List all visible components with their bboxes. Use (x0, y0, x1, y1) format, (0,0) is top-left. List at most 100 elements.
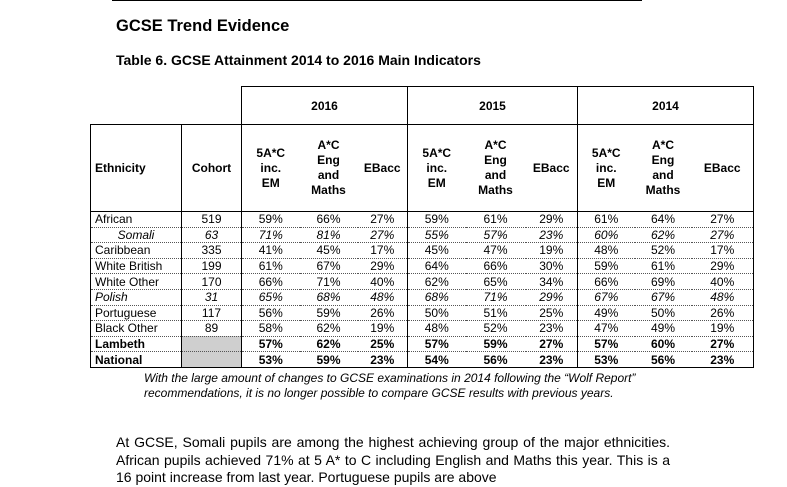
value-cell: 27% (691, 227, 754, 244)
table-caption: Table 6. GCSE Attainment 2014 to 2016 Ma… (116, 52, 481, 68)
value-cell: 58% (241, 320, 300, 337)
value-cell: 26% (691, 305, 754, 322)
value-cell: 23% (357, 351, 408, 368)
value-cell: 67% (299, 258, 358, 275)
table-row: Somali 63 71% 81% 27% 55% 57% 23% 60% 62% 27% (90, 227, 754, 244)
ethnicity-cell: Portuguese (90, 305, 182, 322)
ethnicity-cell: Black Other (90, 320, 182, 337)
table-row: African 519 59% 66% 27% 59% 61% 29% 61% 64% 27% (90, 211, 754, 228)
column-header-row: Ethnicity Cohort 5A*C inc. EM A*C Eng an… (90, 124, 754, 212)
cohort-cell: 199 (181, 258, 242, 275)
value-cell: 66% (241, 273, 300, 290)
value-cell: 59% (241, 211, 300, 228)
value-cell: 61% (577, 211, 635, 228)
ethnicity-cell: African (90, 211, 182, 228)
value-cell: 61% (241, 258, 300, 275)
value-cell: 71% (241, 227, 300, 244)
value-cell: 40% (357, 273, 408, 290)
header-2016-ebacc: EBacc (357, 124, 408, 212)
value-cell: 48% (407, 320, 466, 337)
table-row: White British 199 61% 67% 29% 64% 66% 30% 59% 61%… (90, 258, 754, 275)
value-cell: 69% (634, 273, 692, 290)
value-cell: 45% (299, 242, 358, 259)
header-2016-5ac: 5A*C inc. EM (241, 124, 300, 212)
cohort-cell: 31 (181, 289, 242, 306)
value-cell: 81% (299, 227, 358, 244)
year-header-row: 2016 2015 2014 (91, 86, 754, 125)
value-cell: 57% (241, 336, 300, 353)
header-2014-ebacc: EBacc (691, 124, 754, 212)
value-cell: 62% (299, 336, 358, 353)
value-cell: 55% (407, 227, 466, 244)
value-cell: 29% (691, 258, 754, 275)
cohort-header: Cohort (181, 124, 242, 212)
value-cell: 17% (691, 242, 754, 259)
value-cell: 59% (299, 305, 358, 322)
value-cell: 68% (407, 289, 466, 306)
value-cell: 45% (407, 242, 466, 259)
gcse-attainment-table: 2016 2015 2014 Ethnicity Cohort 5A*C inc… (90, 86, 754, 368)
value-cell: 59% (465, 336, 526, 353)
top-rule (112, 0, 642, 1)
value-cell: 48% (691, 289, 754, 306)
ethnicity-cell: Lambeth (90, 336, 182, 353)
value-cell: 29% (525, 289, 578, 306)
value-cell: 64% (634, 211, 692, 228)
value-cell: 67% (634, 289, 692, 306)
table-row: Caribbean 335 41% 45% 17% 45% 47% 19% 48% 52% 17% (90, 242, 754, 259)
value-cell: 57% (407, 336, 466, 353)
cohort-cell: 335 (181, 242, 242, 259)
year-header-2016: 2016 (241, 86, 408, 125)
value-cell: 47% (577, 320, 635, 337)
value-cell: 27% (357, 227, 408, 244)
value-cell: 71% (465, 289, 526, 306)
value-cell: 50% (634, 305, 692, 322)
value-cell: 49% (577, 305, 635, 322)
value-cell: 62% (634, 227, 692, 244)
value-cell: 65% (241, 289, 300, 306)
value-cell: 62% (299, 320, 358, 337)
value-cell: 57% (577, 336, 635, 353)
value-cell: 50% (407, 305, 466, 322)
value-cell: 67% (577, 289, 635, 306)
value-cell: 47% (465, 242, 526, 259)
cohort-cell (181, 351, 242, 368)
ethnicity-cell: White British (90, 258, 182, 275)
value-cell: 27% (357, 211, 408, 228)
cohort-cell: 89 (181, 320, 242, 337)
value-cell: 29% (525, 211, 578, 228)
value-cell: 23% (691, 351, 754, 368)
table-footnote: With the large amount of changes to GCSE… (144, 371, 636, 400)
header-2015-5ac: 5A*C inc. EM (407, 124, 466, 212)
value-cell: 41% (241, 242, 300, 259)
value-cell: 29% (357, 258, 408, 275)
value-cell: 59% (299, 351, 358, 368)
ethnicity-cell: Polish (90, 289, 182, 306)
value-cell: 52% (634, 242, 692, 259)
value-cell: 53% (241, 351, 300, 368)
value-cell: 17% (357, 242, 408, 259)
value-cell: 56% (241, 305, 300, 322)
value-cell: 48% (357, 289, 408, 306)
value-cell: 27% (691, 211, 754, 228)
table-row: Lambeth 57% 62% 25% 57% 59% 27% 57% 60% 27% (90, 336, 754, 353)
table-row: White Other 170 66% 71% 40% 62% 65% 34% 66% 69% 40… (90, 273, 754, 290)
value-cell: 19% (525, 242, 578, 259)
value-cell: 40% (691, 273, 754, 290)
table-row: Black Other 89 58% 62% 19% 48% 52% 23% 47% 49% 19% (90, 320, 754, 337)
value-cell: 30% (525, 258, 578, 275)
header-2015-ac-eng-maths: A*C Eng and Maths (465, 124, 526, 212)
value-cell: 64% (407, 258, 466, 275)
value-cell: 66% (299, 211, 358, 228)
value-cell: 65% (465, 273, 526, 290)
value-cell: 61% (634, 258, 692, 275)
body-paragraph: At GCSE, Somali pupils are among the hig… (116, 434, 670, 485)
value-cell: 68% (299, 289, 358, 306)
ethnicity-cell: White Other (90, 273, 182, 290)
value-cell: 19% (357, 320, 408, 337)
value-cell: 25% (357, 336, 408, 353)
header-2016-ac-eng-maths: A*C Eng and Maths (299, 124, 358, 212)
value-cell: 19% (691, 320, 754, 337)
value-cell: 60% (634, 336, 692, 353)
value-cell: 59% (407, 211, 466, 228)
